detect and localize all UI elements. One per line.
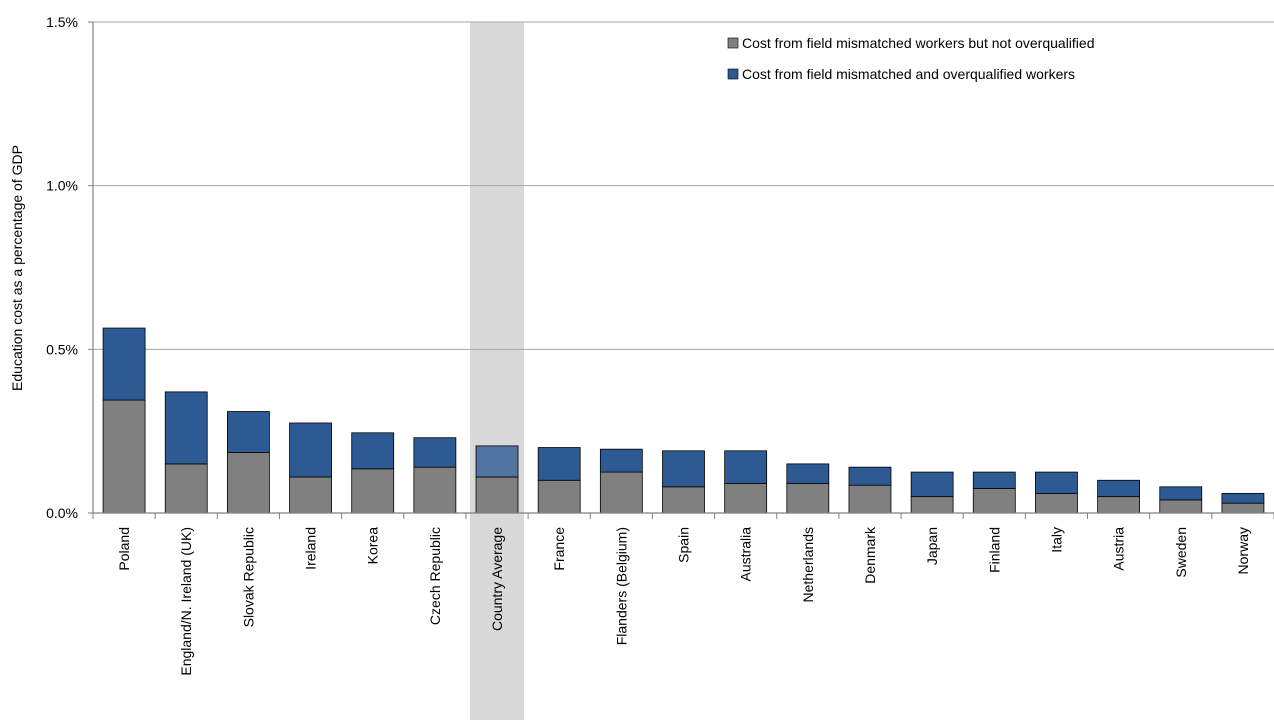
bar-segment-not-overqualified xyxy=(351,468,395,514)
bar-segment-not-overqualified xyxy=(226,452,270,514)
legend-label-series-1: Cost from field mismatched workers but n… xyxy=(742,35,1094,51)
y-tick-label: 1.0% xyxy=(46,178,78,194)
x-category-label: Denmark xyxy=(862,526,878,584)
bar-segment-not-overqualified xyxy=(537,479,581,514)
x-category-label: Netherlands xyxy=(800,527,816,603)
bar-segment-not-overqualified xyxy=(1221,502,1265,514)
bars xyxy=(102,327,1265,514)
bar-segment-overqualified xyxy=(475,445,519,478)
bar-segment-not-overqualified xyxy=(1159,499,1203,514)
x-category-label: Korea xyxy=(365,527,381,565)
x-category-label: Italy xyxy=(1048,527,1064,553)
legend: Cost from field mismatched workers but n… xyxy=(727,35,1094,82)
bar-segment-overqualified xyxy=(226,411,270,453)
x-category-label: Flanders (Belgium) xyxy=(613,527,629,645)
bar-segment-overqualified xyxy=(786,463,830,484)
x-category-label: Spain xyxy=(676,527,692,563)
x-category-label: Poland xyxy=(116,527,132,571)
legend-swatch-series-1 xyxy=(727,37,739,49)
bar-segment-not-overqualified xyxy=(413,466,457,514)
bar-segment-overqualified xyxy=(1159,486,1203,501)
bar-segment-not-overqualified xyxy=(972,488,1016,514)
bar-segment-not-overqualified xyxy=(848,484,892,514)
bar-segment-overqualified xyxy=(102,327,146,401)
bar-segment-not-overqualified xyxy=(475,476,519,514)
y-axis-label: Education cost as a percentage of GDP xyxy=(9,145,25,391)
bar-segment-overqualified xyxy=(1035,471,1078,494)
bar-segment-not-overqualified xyxy=(102,399,146,514)
x-category-label: Slovak Republic xyxy=(240,527,256,627)
bar-segment-overqualified xyxy=(724,450,768,484)
bar-segment-overqualified xyxy=(662,450,705,488)
x-category-labels: Poland England/N. Ireland (UK) Slovak Repu… xyxy=(116,526,1251,676)
y-tick-labels: 0.0% 0.5% 1.0% 1.5% xyxy=(46,14,78,521)
bar-segment-overqualified xyxy=(351,432,395,470)
legend-label-series-2: Cost from field mismatched and overquali… xyxy=(742,66,1075,82)
bar-segment-not-overqualified xyxy=(1035,492,1078,514)
bar-segment-overqualified xyxy=(599,448,643,473)
axes xyxy=(92,22,1274,519)
x-category-label: Australia xyxy=(738,527,754,582)
bar-segment-not-overqualified xyxy=(164,463,208,514)
bar-segment-overqualified xyxy=(413,437,457,468)
x-category-label: Finland xyxy=(986,527,1002,573)
bar-segment-overqualified xyxy=(164,391,208,465)
gridlines xyxy=(88,21,1274,514)
x-category-label: Austria xyxy=(1111,527,1127,571)
x-category-label: Ireland xyxy=(303,527,319,570)
x-category-label: France xyxy=(551,527,567,571)
y-tick-label: 0.0% xyxy=(46,505,78,521)
y-tick-label: 1.5% xyxy=(46,14,78,30)
bar-segment-overqualified xyxy=(1221,492,1265,504)
x-category-label: Norway xyxy=(1235,527,1251,574)
bar-segment-overqualified xyxy=(910,471,954,498)
bar-segment-not-overqualified xyxy=(786,483,830,514)
bar-segment-not-overqualified xyxy=(1097,496,1141,514)
x-category-label: Czech Republic xyxy=(427,527,443,625)
y-tick-label: 0.5% xyxy=(46,341,78,357)
bar-segment-not-overqualified xyxy=(289,476,332,514)
bar-segment-overqualified xyxy=(1097,479,1141,498)
bar-segment-not-overqualified xyxy=(910,496,954,514)
x-category-label: England/N. Ireland (UK) xyxy=(178,527,194,676)
bar-segment-not-overqualified xyxy=(724,483,768,514)
x-category-label: Country Average xyxy=(489,527,505,631)
bar-segment-overqualified xyxy=(289,422,332,478)
bar-segment-overqualified xyxy=(537,447,581,481)
highlight-band xyxy=(470,22,525,720)
legend-swatch-series-2 xyxy=(727,68,739,80)
bar-segment-overqualified xyxy=(848,466,892,486)
x-category-label: Sweden xyxy=(1173,527,1189,578)
bar-segment-overqualified xyxy=(972,471,1016,489)
bar-segment-not-overqualified xyxy=(599,471,643,514)
x-category-label: Japan xyxy=(924,527,940,565)
bar-segment-not-overqualified xyxy=(662,486,705,514)
